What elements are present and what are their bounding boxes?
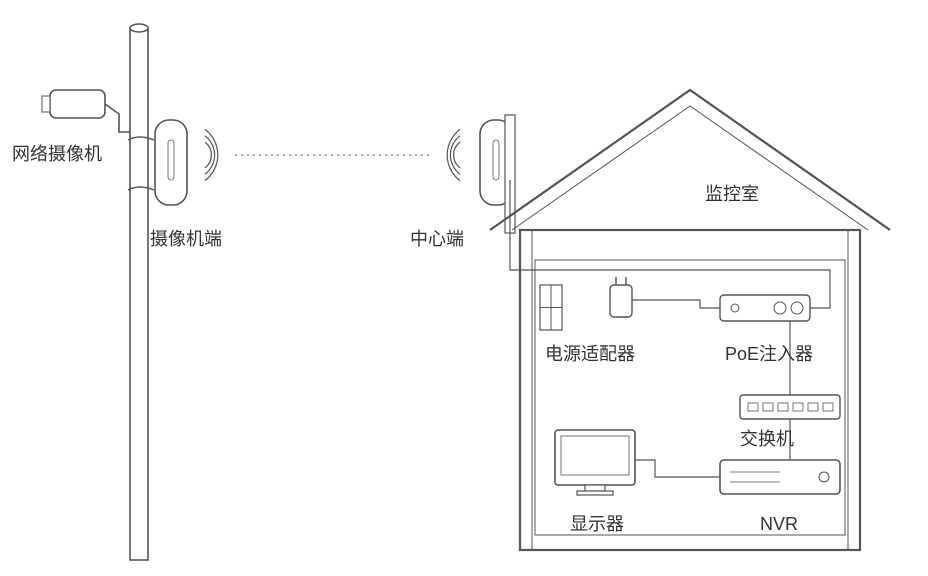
signal-right-icon xyxy=(450,136,460,174)
label-monitor: 显示器 xyxy=(570,514,624,534)
switch-icon xyxy=(740,395,840,419)
house-wall xyxy=(520,230,860,550)
signal-left-icon xyxy=(205,136,215,174)
signal-left-icon xyxy=(205,142,211,168)
pole xyxy=(130,28,148,560)
label-power_adapter: 电源适配器 xyxy=(545,344,635,364)
diagram-canvas: 网络摄像机摄像机端 中心端 监控室电源适配器 PoE注入器交换机显示器 NVR xyxy=(0,0,928,576)
label-poe_injector: PoE注入器 xyxy=(725,344,813,364)
label-camera_side: 摄像机端 xyxy=(150,229,222,249)
monitor-icon xyxy=(555,430,635,485)
nvr-icon xyxy=(720,460,840,494)
signal-right-icon xyxy=(454,142,460,168)
house-roof xyxy=(490,90,890,230)
power-adapter-icon xyxy=(610,285,632,317)
label-control_room: 监控室 xyxy=(705,184,759,204)
cpe-camera-side-icon xyxy=(155,120,187,205)
label-center_side: 中心端 xyxy=(410,229,464,249)
label-switch: 交换机 xyxy=(740,429,794,449)
label-camera: 网络摄像机 xyxy=(12,144,102,164)
poe-injector-icon xyxy=(720,295,810,321)
label-nvr: NVR xyxy=(760,514,798,534)
camera-icon xyxy=(50,90,105,118)
